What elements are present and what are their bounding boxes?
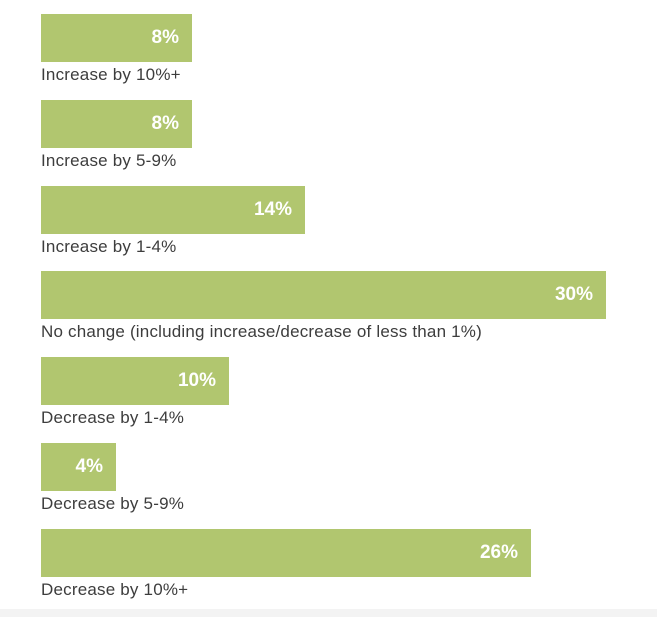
bar-value-label: 10%: [177, 370, 216, 391]
bar: 4%: [41, 443, 116, 491]
bar: 26%: [41, 529, 531, 577]
category-label: Increase by 1-4%: [41, 237, 177, 256]
category-label: Decrease by 1-4%: [41, 408, 185, 427]
bar: 10%: [41, 357, 229, 405]
bar: 8%: [41, 100, 192, 148]
bar-value-label: 14%: [253, 199, 292, 220]
bar: 8%: [41, 14, 192, 62]
bar-value-label: 4%: [75, 456, 103, 477]
category-label: Decrease by 5-9%: [41, 494, 185, 513]
bar: 14%: [41, 186, 305, 234]
category-label: Increase by 5-9%: [41, 151, 177, 170]
category-label: No change (including increase/decrease o…: [41, 322, 482, 341]
category-label: Decrease by 10%+: [41, 580, 189, 599]
bar: 30%: [41, 271, 606, 319]
category-label: Increase by 10%+: [41, 65, 181, 84]
bar-value-label: 30%: [554, 284, 593, 305]
bar-value-label: 8%: [151, 113, 179, 134]
footer-strip: [0, 609, 657, 617]
bar-value-label: 26%: [479, 542, 518, 563]
bar-value-label: 8%: [151, 27, 179, 48]
